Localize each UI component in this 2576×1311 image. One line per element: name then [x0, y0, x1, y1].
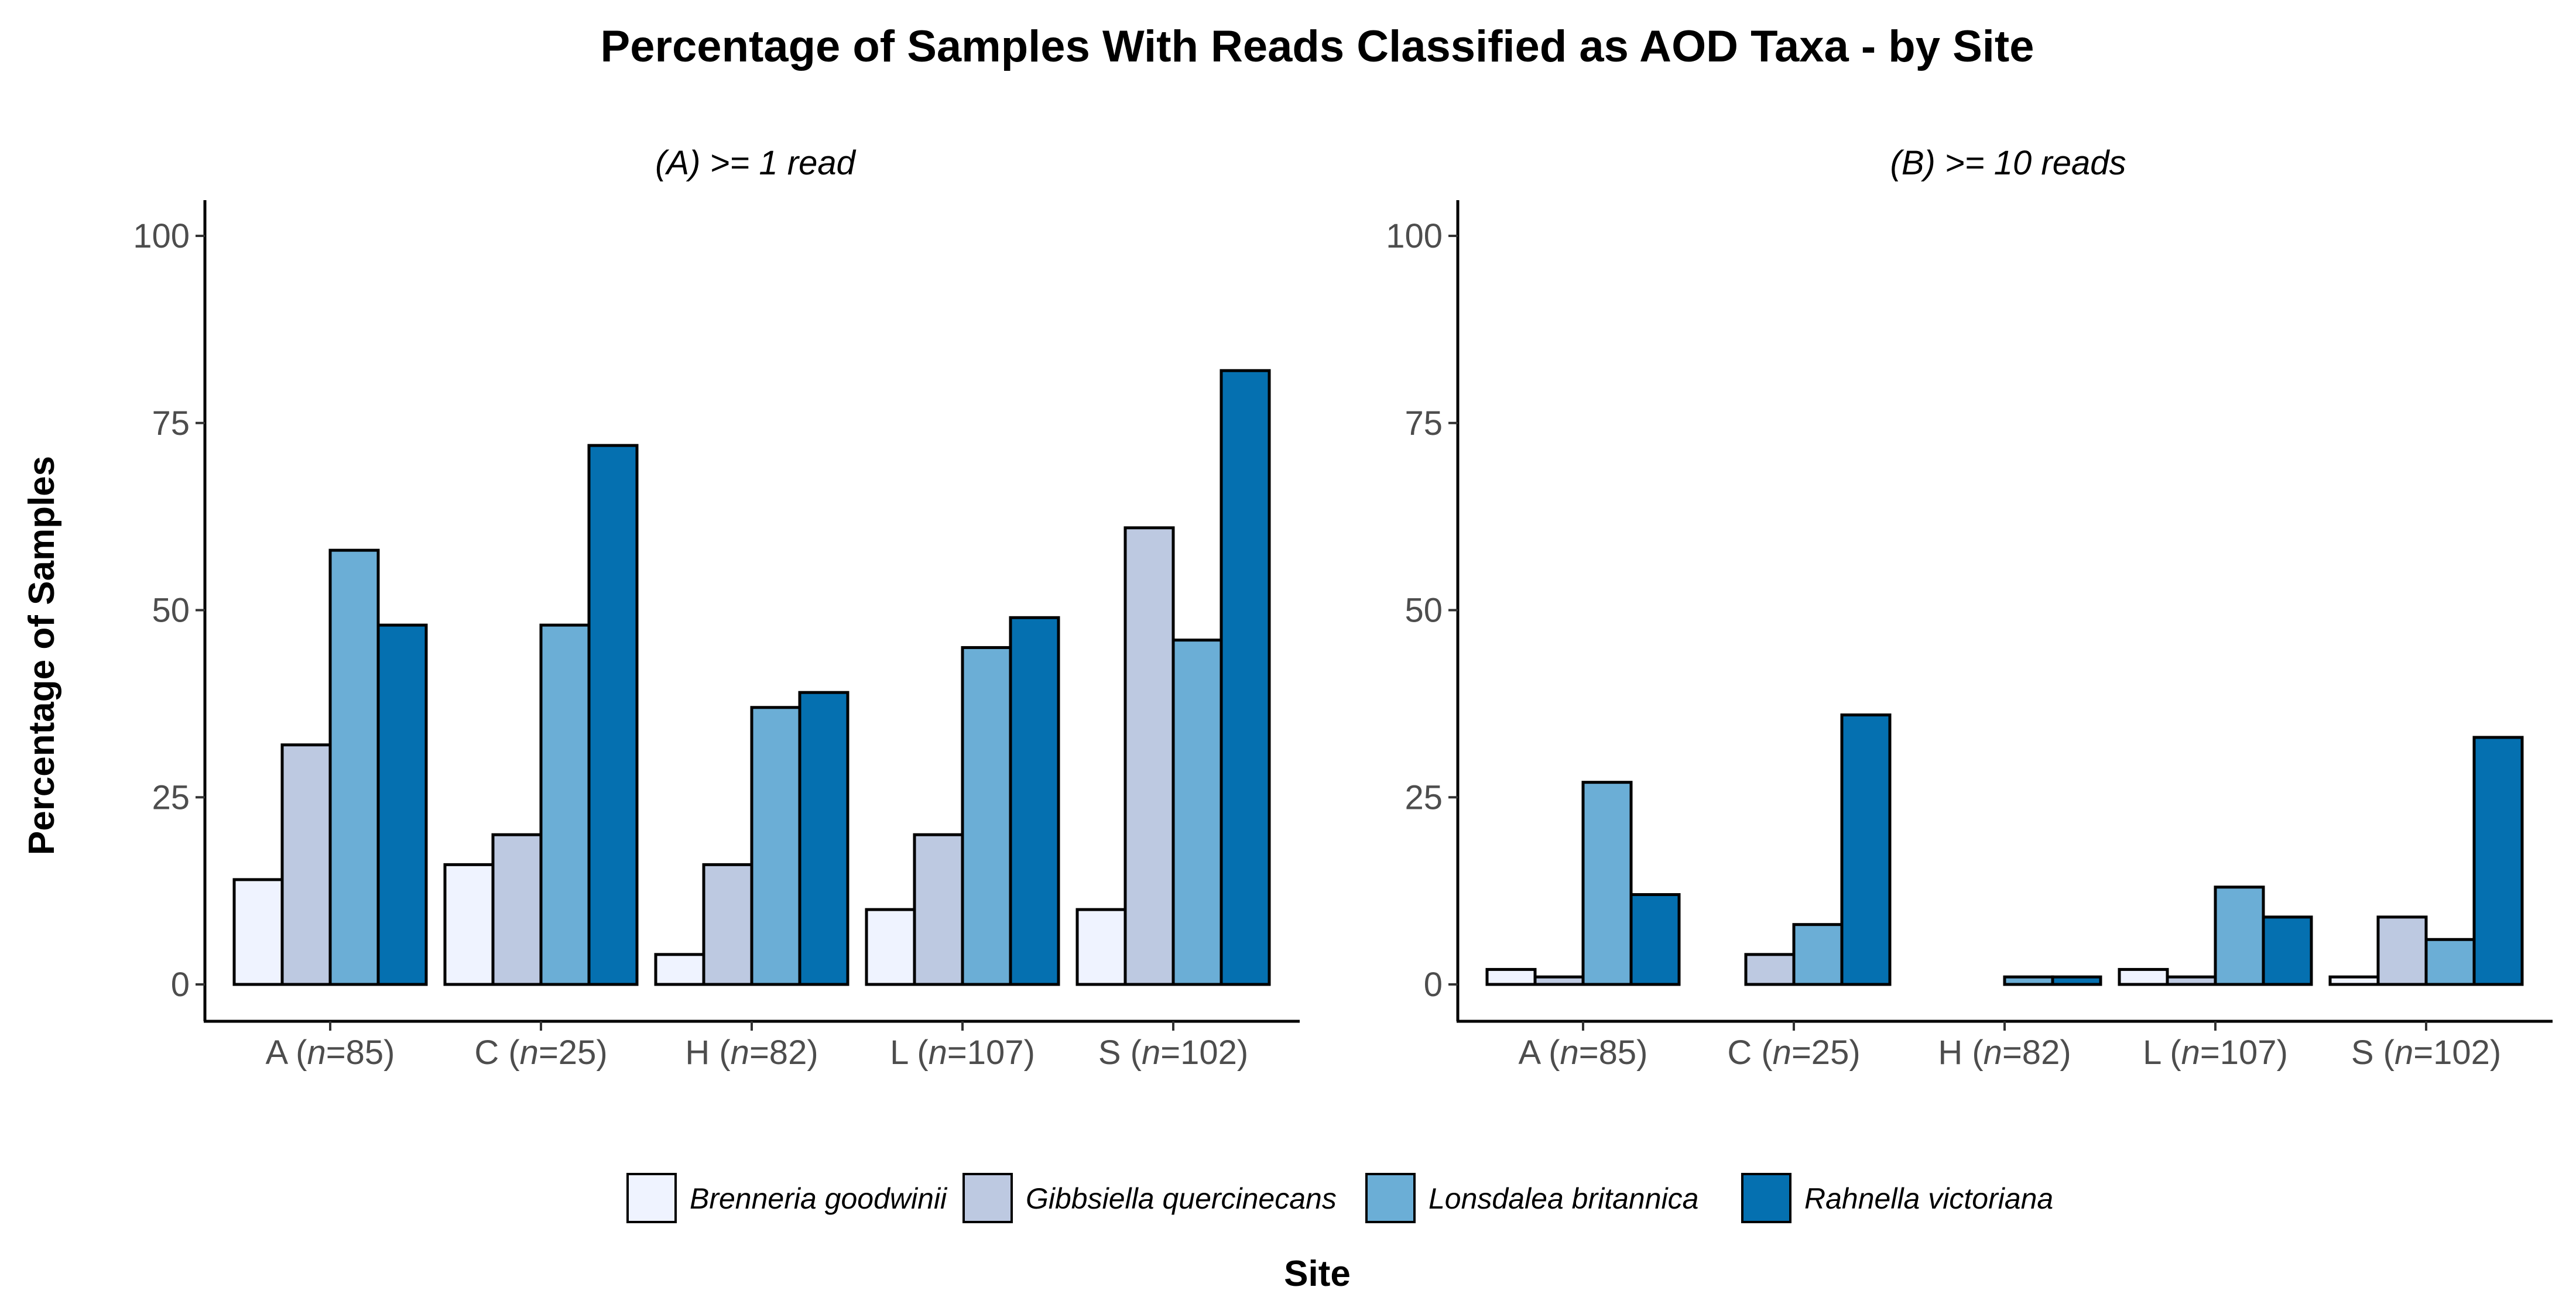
bar-l-4 [2262, 915, 2313, 986]
bar-l-2 [2166, 975, 2217, 986]
legend: Brenneria goodwinii Gibbsiella quercineca… [626, 1173, 2053, 1223]
bar-c-2 [491, 833, 543, 986]
y-tick-label: 25 [152, 778, 190, 816]
bar-a-4 [1629, 893, 1681, 986]
bar-h-1 [654, 953, 705, 986]
bar-h-3 [2003, 975, 2054, 986]
bar-a-1 [232, 878, 284, 986]
bar-l-3 [961, 646, 1012, 986]
y-tick-label: 75 [152, 404, 190, 442]
bar-c-4 [1840, 713, 1892, 986]
bar-c-1 [443, 863, 495, 986]
panel-title: (B) >= 10 reads [1890, 144, 2126, 182]
legend-label: Lonsdalea britannica [1429, 1182, 1698, 1215]
y-tick-label: 100 [133, 217, 190, 255]
x-tick-label: L (n=107) [890, 1034, 1035, 1072]
bar-c-2 [1744, 953, 1796, 986]
x-tick-label: A (n=85) [1519, 1034, 1648, 1072]
x-tick-label: H (n=82) [685, 1034, 818, 1072]
x-tick-label: L (n=107) [2143, 1034, 2288, 1072]
bar-c-4 [587, 444, 639, 986]
legend-item: Brenneria goodwinii [626, 1173, 948, 1223]
x-tick-label: S (n=102) [2351, 1034, 2501, 1072]
bar-s-1 [1075, 908, 1127, 986]
bar-l-2 [913, 833, 964, 986]
legend-item: Lonsdalea britannica [1365, 1173, 1698, 1223]
y-tick-label: 25 [1405, 778, 1443, 816]
legend-swatch [626, 1173, 677, 1223]
bar-s-3 [1171, 639, 1223, 986]
bar-h-2 [702, 863, 753, 986]
y-tick-label: 75 [1405, 404, 1443, 442]
chart-title: Percentage of Samples With Reads Classif… [601, 22, 2034, 71]
legend-swatch [1365, 1173, 1416, 1223]
bar-c-3 [539, 623, 591, 986]
x-tick-label: S (n=102) [1098, 1034, 1248, 1072]
bar-h-3 [750, 706, 801, 986]
y-tick-label: 0 [171, 966, 190, 1004]
panel-title: (A) >= 1 read [655, 144, 856, 182]
panel-a: (A) >= 1 read 0 25 50 75 100 A (n=85) C (n=25) H… [133, 144, 1300, 1072]
bar-l-1 [865, 908, 916, 986]
legend-label: Brenneria goodwinii [690, 1182, 948, 1215]
bar-s-2 [1123, 526, 1175, 986]
bar-l-4 [1009, 616, 1060, 986]
bar-a-4 [376, 623, 428, 986]
bar-s-3 [2424, 938, 2476, 986]
bar-l-3 [2214, 886, 2265, 986]
bar-a-3 [1581, 781, 1633, 986]
panels: (A) >= 1 read 0 25 50 75 100 A (n=85) C (n=25) H… [133, 144, 2553, 1072]
bar-h-4 [2051, 975, 2102, 986]
bar-a-3 [328, 548, 380, 986]
bar-s-2 [2376, 915, 2428, 986]
bar-s-1 [2328, 975, 2380, 986]
y-tick-label: 100 [1386, 217, 1443, 255]
y-tick-label: 0 [1424, 966, 1443, 1004]
legend-item: Gibbsiella quercinecans [962, 1173, 1337, 1223]
bar-a-1 [1485, 967, 1537, 986]
bar-a-2 [280, 743, 332, 986]
legend-item: Rahnella victoriana [1741, 1173, 2053, 1223]
y-axis-title: Percentage of Samples [22, 456, 62, 855]
x-tick-label: C (n=25) [1727, 1034, 1860, 1072]
x-tick-label: A (n=85) [266, 1034, 395, 1072]
bar-c-3 [1792, 923, 1844, 986]
legend-swatch [962, 1173, 1013, 1223]
bar-s-4 [2472, 736, 2524, 986]
bar-h-4 [798, 691, 849, 986]
x-tick-label: H (n=82) [1938, 1034, 2071, 1072]
bar-l-1 [2118, 967, 2169, 986]
bar-s-4 [1220, 369, 1271, 986]
y-tick-label: 50 [1405, 592, 1443, 630]
y-tick-label: 50 [152, 592, 190, 630]
legend-label: Gibbsiella quercinecans [1026, 1182, 1337, 1215]
legend-label: Rahnella victoriana [1804, 1182, 2053, 1215]
panel-b: (B) >= 10 reads 0 25 50 75 100 A (n=85) C (n=25… [1386, 144, 2553, 1072]
x-axis-title: Site [1284, 1254, 1351, 1294]
x-tick-label: C (n=25) [474, 1034, 607, 1072]
legend-swatch [1741, 1173, 1791, 1223]
bar-a-2 [1533, 975, 1585, 986]
